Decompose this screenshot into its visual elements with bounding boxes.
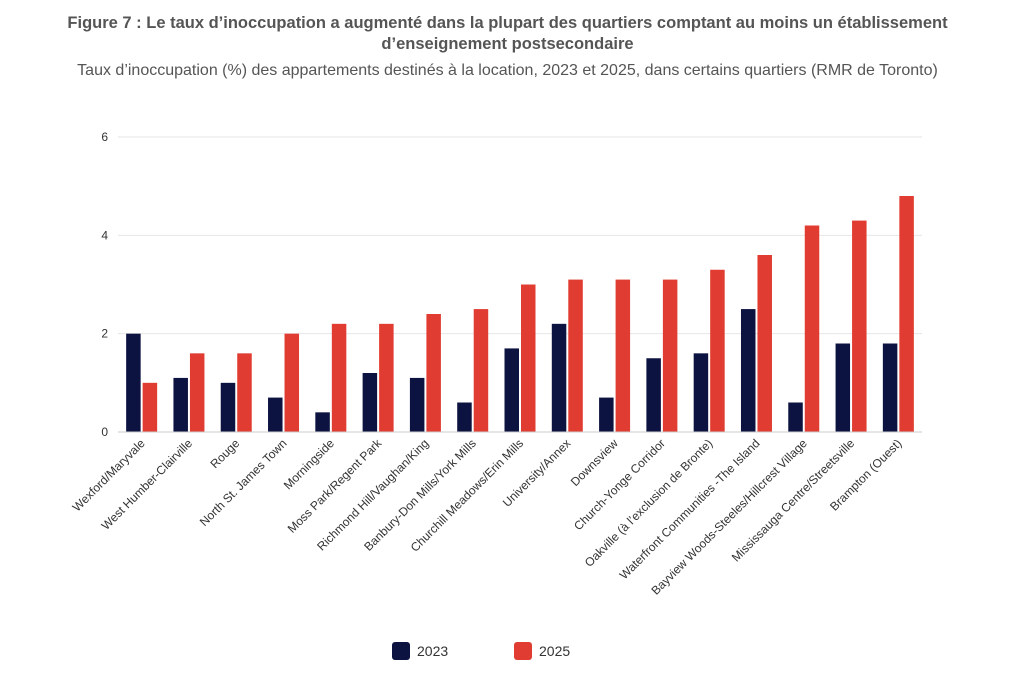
bar-2023-5[interactable] (362, 373, 378, 432)
chart-title: Figure 7 : Le taux d’inoccupation a augm… (67, 14, 948, 53)
bar-2023-10[interactable] (599, 397, 614, 432)
bar-2025-12[interactable] (710, 269, 725, 432)
bar-2023-4[interactable] (315, 412, 330, 432)
bar-2023-0[interactable] (126, 333, 141, 432)
bar-2023-1[interactable] (173, 377, 188, 432)
bar-2025-10[interactable] (615, 279, 631, 432)
bar-2025-16[interactable] (899, 196, 914, 432)
bar-2025-3[interactable] (284, 333, 300, 432)
bar-2023-13[interactable] (740, 309, 756, 432)
bar-2025-7[interactable] (473, 309, 489, 432)
bar-2025-15[interactable] (852, 220, 867, 432)
legend-item-2025[interactable]: 2025 (514, 642, 570, 660)
bar-2023-16[interactable] (882, 343, 898, 433)
bar-2025-6[interactable] (426, 314, 441, 432)
bar-2025-14[interactable] (804, 225, 820, 433)
x-tick-label: West Humber-Clairville (99, 436, 196, 533)
y-tick-label: 6 (101, 130, 108, 144)
x-tick-label: Church-Yonge Corridor (571, 436, 668, 533)
y-tick-label: 4 (101, 228, 108, 242)
bar-2023-2[interactable] (220, 382, 236, 432)
chart-subtitle: Taux d’inoccupation (%) des appartements… (77, 62, 938, 79)
bar-2023-8[interactable] (504, 348, 520, 432)
bar-2025-2[interactable] (237, 353, 252, 432)
bar-2023-11[interactable] (646, 358, 661, 432)
y-tick-label: 2 (101, 327, 108, 341)
bar-2023-7[interactable] (457, 402, 472, 433)
bar-2023-14[interactable] (788, 402, 803, 433)
bar-2025-5[interactable] (379, 323, 394, 432)
bar-2023-9[interactable] (551, 323, 567, 432)
bars (126, 196, 914, 432)
x-tick-label: North St. James Town (197, 436, 290, 529)
legend: 2023 2025 (0, 642, 1015, 664)
legend-label-2025: 2025 (539, 643, 571, 659)
bar-2023-6[interactable] (409, 377, 425, 432)
x-tick-label: Moss Park/Regent Park (285, 436, 385, 536)
bar-2025-13[interactable] (757, 255, 772, 432)
y-axis: 0 2 4 6 (101, 130, 108, 439)
x-tick-label: Rouge (207, 436, 242, 471)
bar-2025-1[interactable] (189, 353, 205, 432)
bar-2025-4[interactable] (331, 323, 347, 432)
bar-2025-0[interactable] (142, 382, 158, 432)
bar-2023-15[interactable] (835, 343, 851, 433)
bar-2025-11[interactable] (662, 279, 678, 432)
y-tick-label: 0 (101, 425, 108, 439)
bar-2023-3[interactable] (268, 397, 283, 432)
bar-2025-8[interactable] (521, 284, 536, 433)
bar-2025-9[interactable] (568, 279, 583, 432)
bar-2023-12[interactable] (693, 353, 709, 432)
gridlines (118, 136, 922, 335)
legend-swatch-2025 (514, 642, 532, 660)
legend-label-2023: 2023 (417, 643, 449, 659)
legend-swatch-2023 (392, 642, 410, 660)
legend-item-2023[interactable]: 2023 (392, 642, 448, 660)
